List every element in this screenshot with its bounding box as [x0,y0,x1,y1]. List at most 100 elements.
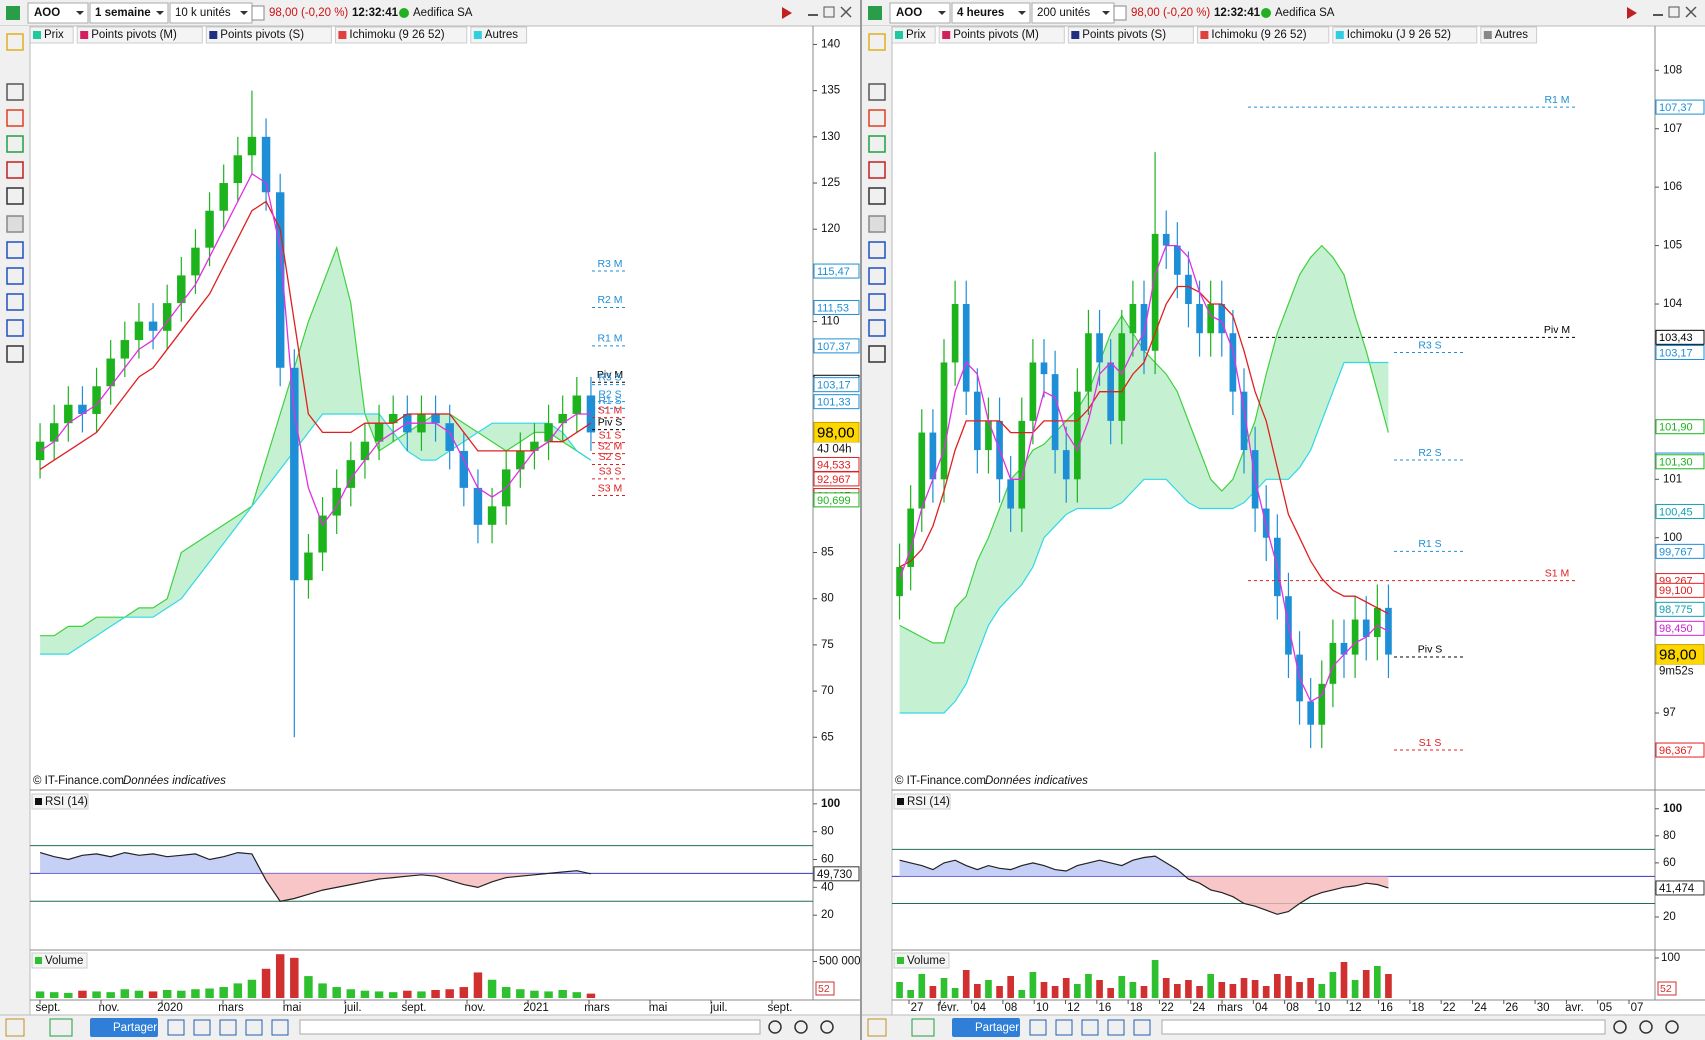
pivot-label: Piv M [597,369,623,381]
legend-box[interactable] [334,26,468,44]
countdown-box [1656,664,1704,679]
zoom-button[interactable] [768,1020,782,1034]
tool-icon[interactable] [6,241,24,259]
legend-swatch [1483,31,1492,39]
tool-icon[interactable] [868,345,886,363]
maximize-button[interactable] [1668,6,1680,18]
rsi-line [39,851,592,902]
scrollbar[interactable] [1161,1019,1606,1035]
volume-bar [1029,972,1037,998]
refresh-icon[interactable] [1627,7,1637,19]
tool-icon[interactable] [6,345,24,363]
x-tick-label: mars [584,1002,610,1014]
tool-icon[interactable] [6,187,24,205]
tool-icon[interactable] [868,83,886,101]
volume-bar [360,990,370,998]
tool-icon[interactable] [6,267,24,285]
volume-bar [1229,984,1237,998]
tool-icon[interactable] [868,187,886,205]
candle-body [558,413,567,424]
zoom-button[interactable] [820,1020,834,1034]
legend-box[interactable] [1067,26,1194,44]
legend-label: Points pivots (S) [1082,29,1166,41]
dropdown[interactable] [89,2,169,24]
info-icon[interactable] [251,5,265,21]
drawing-tool-button[interactable] [5,1018,25,1037]
legend-box[interactable] [938,26,1065,44]
close-button[interactable] [840,6,852,18]
price-label-box [1655,601,1705,617]
tool-icon[interactable] [868,267,886,285]
dropdown[interactable] [27,2,89,24]
legend-box[interactable] [470,26,528,44]
maximize-button[interactable] [823,6,835,18]
tool-icon[interactable] [868,241,886,259]
toolbar-icon[interactable] [167,1019,185,1036]
tool-icon[interactable] [6,293,24,311]
tool-icon[interactable] [868,33,886,51]
zoom-button[interactable] [1665,1020,1679,1034]
refresh-icon[interactable] [782,7,792,19]
tool-icon[interactable] [868,319,886,337]
chart-type-button[interactable] [49,1018,73,1037]
splitter[interactable] [860,0,862,1040]
toolbar-icon[interactable] [245,1019,263,1036]
legend-box[interactable] [76,26,203,44]
legend-box[interactable] [1480,26,1538,44]
tool-icon[interactable] [6,161,24,179]
tool-icon[interactable] [6,83,24,101]
app-icon[interactable] [868,6,882,20]
pivot-label: Piv S [598,416,623,428]
share-button[interactable] [90,1018,158,1037]
tool-icon[interactable] [6,33,24,51]
tool-icon[interactable] [868,161,886,179]
zoom-button[interactable] [1613,1020,1627,1034]
toolbar-icon[interactable] [219,1019,237,1036]
dropdown[interactable] [951,2,1031,24]
candle-body [473,487,483,525]
tool-icon[interactable] [6,109,24,127]
scrollbar[interactable] [299,1019,761,1035]
y-tick-label: 108 [1663,64,1682,76]
chart-type-button[interactable] [911,1018,935,1037]
candle-body [1329,642,1337,684]
legend-box[interactable] [205,26,332,44]
candle-body [148,321,158,331]
zoom-button[interactable] [1639,1020,1653,1034]
dropdown[interactable] [889,2,951,24]
volume-bar [974,984,981,998]
tool-icon[interactable] [6,135,24,153]
countdown-box [814,442,859,457]
price-label: 98,775 [1659,604,1693,616]
toolbar-icon[interactable] [1029,1019,1047,1036]
pivot-label: R1 S [1418,538,1441,550]
x-tick-label: 16 [1380,1002,1393,1014]
minimize-button[interactable] [808,14,818,16]
tool-icon[interactable] [868,215,886,233]
zoom-button[interactable] [794,1020,808,1034]
tool-icon[interactable] [6,215,24,233]
instrument-name: Aedifica SA [413,7,473,19]
tool-icon[interactable] [868,109,886,127]
toolbar-icon[interactable] [1133,1019,1151,1036]
legend-box[interactable] [1196,26,1330,44]
app-icon[interactable] [6,6,20,20]
info-icon[interactable] [1113,5,1127,21]
legend-box[interactable] [1332,26,1478,44]
tool-icon[interactable] [6,319,24,337]
tool-icon[interactable] [868,293,886,311]
drawing-tool-button[interactable] [867,1018,887,1037]
toolbar-icon[interactable] [271,1019,289,1036]
tool-icon[interactable] [868,135,886,153]
toolbar-icon[interactable] [193,1019,211,1036]
countdown: 4J 04h [817,443,852,455]
share-button[interactable] [952,1018,1020,1037]
volume-bar [445,989,454,998]
legend-swatch [33,31,41,39]
toolbar-icon[interactable] [1055,1019,1073,1036]
x-tick-label: 04 [1255,1002,1268,1014]
minimize-button[interactable] [1653,14,1663,16]
toolbar-icon[interactable] [1081,1019,1099,1036]
close-button[interactable] [1685,6,1697,18]
toolbar-icon[interactable] [1107,1019,1125,1036]
